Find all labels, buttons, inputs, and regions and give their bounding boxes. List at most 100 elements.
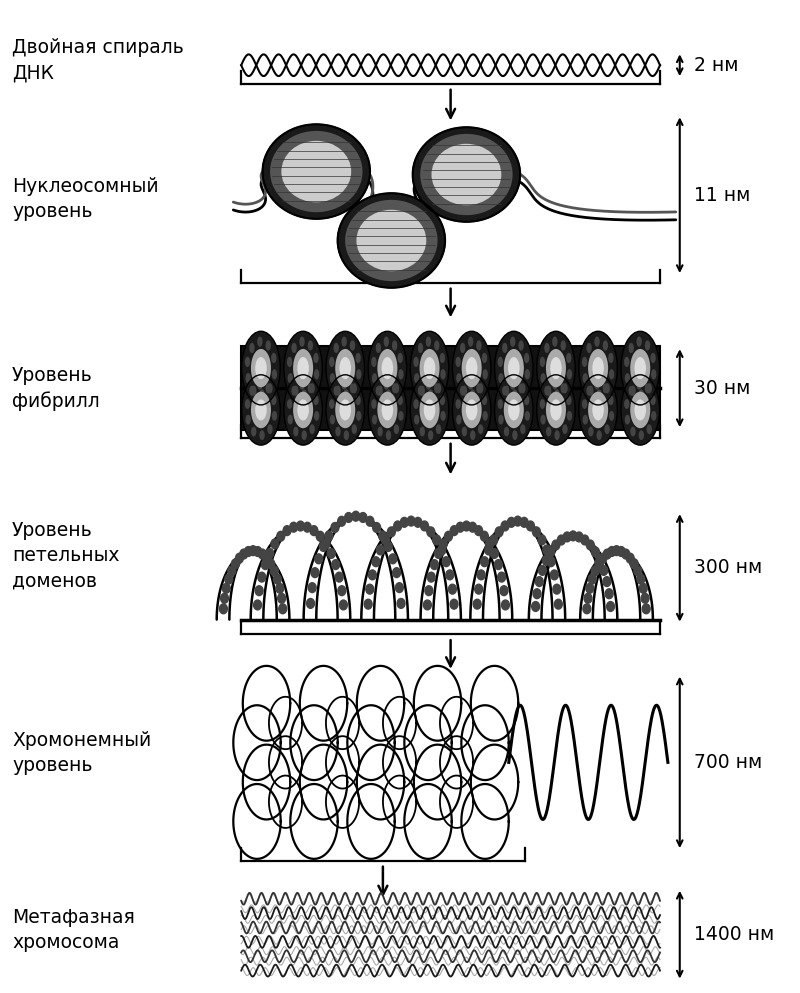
Ellipse shape	[257, 337, 262, 347]
Circle shape	[221, 594, 229, 603]
Ellipse shape	[418, 343, 423, 354]
Ellipse shape	[344, 430, 349, 440]
Ellipse shape	[245, 356, 250, 367]
Ellipse shape	[342, 379, 347, 389]
Ellipse shape	[418, 386, 423, 395]
Ellipse shape	[637, 379, 642, 389]
Circle shape	[310, 525, 318, 535]
Ellipse shape	[398, 369, 403, 379]
Circle shape	[335, 572, 343, 582]
Circle shape	[600, 565, 608, 575]
Circle shape	[366, 584, 374, 594]
Ellipse shape	[376, 386, 381, 395]
Circle shape	[225, 574, 233, 584]
Ellipse shape	[308, 383, 313, 393]
Ellipse shape	[588, 349, 608, 387]
Ellipse shape	[382, 357, 393, 379]
Text: Хромонемный
уровень: Хромонемный уровень	[12, 731, 151, 775]
Circle shape	[433, 535, 441, 545]
Ellipse shape	[586, 343, 592, 354]
Circle shape	[414, 517, 422, 527]
Ellipse shape	[498, 356, 503, 367]
Circle shape	[591, 547, 599, 557]
Text: Нуклеосомный
уровень: Нуклеосомный уровень	[12, 177, 158, 221]
Ellipse shape	[330, 373, 335, 383]
Ellipse shape	[414, 356, 418, 367]
Circle shape	[322, 539, 330, 549]
Ellipse shape	[550, 399, 562, 420]
Circle shape	[584, 594, 592, 603]
Circle shape	[603, 577, 611, 587]
Ellipse shape	[371, 356, 377, 367]
Ellipse shape	[630, 427, 636, 437]
Circle shape	[262, 560, 270, 570]
Ellipse shape	[554, 430, 560, 440]
Circle shape	[240, 549, 248, 559]
Circle shape	[630, 559, 638, 569]
Ellipse shape	[246, 373, 251, 383]
Ellipse shape	[624, 399, 630, 409]
Ellipse shape	[546, 349, 566, 387]
Ellipse shape	[566, 353, 571, 363]
Text: 11 нм: 11 нм	[694, 186, 750, 205]
Circle shape	[427, 572, 435, 582]
Ellipse shape	[344, 389, 349, 400]
Ellipse shape	[597, 389, 602, 400]
Ellipse shape	[456, 415, 462, 425]
Ellipse shape	[384, 379, 389, 389]
Ellipse shape	[302, 389, 307, 400]
Circle shape	[586, 583, 594, 593]
Circle shape	[338, 516, 346, 526]
Circle shape	[387, 527, 395, 537]
Ellipse shape	[394, 383, 399, 393]
Ellipse shape	[291, 343, 297, 354]
Ellipse shape	[582, 356, 587, 367]
Circle shape	[581, 535, 589, 545]
Ellipse shape	[298, 357, 309, 379]
Ellipse shape	[650, 395, 656, 405]
Ellipse shape	[355, 353, 361, 363]
Circle shape	[338, 586, 346, 596]
Ellipse shape	[424, 399, 435, 420]
Text: 700 нм: 700 нм	[694, 753, 762, 772]
Ellipse shape	[308, 341, 313, 351]
Ellipse shape	[588, 391, 608, 428]
Ellipse shape	[494, 374, 533, 445]
Circle shape	[502, 600, 510, 610]
Circle shape	[547, 547, 554, 557]
Text: 1400 нм: 1400 нм	[694, 925, 774, 944]
Ellipse shape	[413, 127, 520, 221]
Ellipse shape	[284, 332, 322, 405]
Circle shape	[450, 525, 458, 535]
Circle shape	[445, 531, 453, 541]
Ellipse shape	[541, 373, 546, 383]
Circle shape	[345, 512, 353, 522]
Ellipse shape	[462, 427, 467, 437]
Ellipse shape	[462, 385, 467, 396]
Ellipse shape	[398, 353, 403, 363]
Ellipse shape	[508, 399, 519, 420]
Ellipse shape	[455, 356, 461, 367]
Ellipse shape	[504, 427, 510, 437]
Circle shape	[366, 516, 374, 526]
Ellipse shape	[382, 399, 393, 420]
Ellipse shape	[544, 343, 550, 354]
Ellipse shape	[357, 210, 426, 271]
Ellipse shape	[419, 349, 439, 387]
Circle shape	[400, 517, 408, 527]
Ellipse shape	[299, 379, 305, 389]
Ellipse shape	[525, 411, 530, 421]
Ellipse shape	[468, 379, 474, 389]
Ellipse shape	[630, 385, 636, 396]
Circle shape	[469, 522, 477, 532]
Ellipse shape	[293, 391, 313, 428]
Ellipse shape	[259, 430, 265, 440]
Text: 300 нм: 300 нм	[694, 558, 762, 577]
Circle shape	[255, 586, 263, 596]
Circle shape	[364, 599, 372, 609]
Ellipse shape	[468, 337, 474, 347]
Ellipse shape	[552, 379, 558, 389]
Circle shape	[558, 535, 566, 545]
Ellipse shape	[419, 391, 439, 428]
Ellipse shape	[314, 369, 319, 379]
